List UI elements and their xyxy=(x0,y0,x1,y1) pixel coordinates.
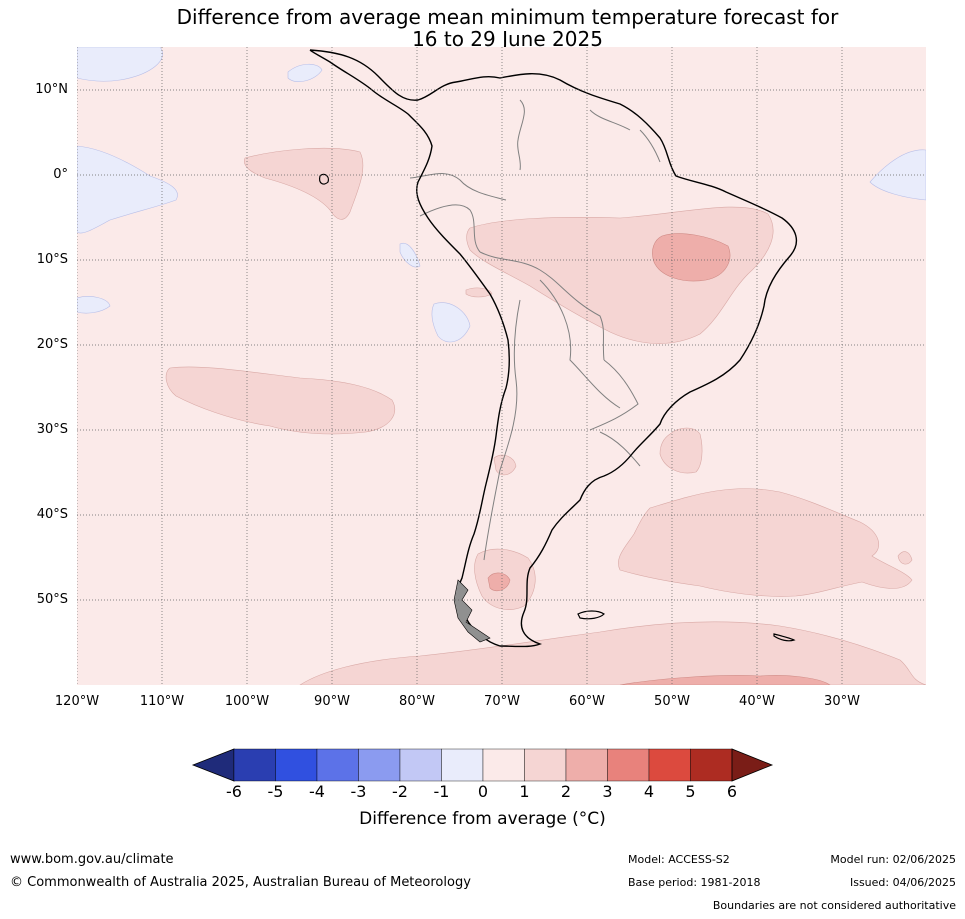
footer-model-run: Model run: 02/06/2025 xyxy=(830,853,956,866)
cool-anomaly-region-small-4 xyxy=(431,302,471,343)
lat-label-30s: 30°S xyxy=(36,422,68,437)
lon-label-70w: 70°W xyxy=(484,694,520,709)
falkland-islands xyxy=(577,610,605,620)
south-america-coastline xyxy=(309,49,798,648)
lat-label-40s: 40°S xyxy=(36,507,68,522)
footer-base-period: Base period: 1981-2018 xyxy=(628,876,761,889)
south-georgia-island xyxy=(773,633,796,642)
colorbar-tick: 5 xyxy=(685,782,696,801)
colorbar-tick: 3 xyxy=(602,782,613,801)
colorbar-swatch xyxy=(690,748,733,782)
galapagos-islands xyxy=(319,173,329,185)
colorbar-swatch xyxy=(607,748,650,782)
colorbar-swatches xyxy=(191,748,774,782)
colorbar-tick: 4 xyxy=(643,782,655,801)
warm-anomaly-core-patagonia xyxy=(487,572,511,592)
footer-website: www.bom.gov.au/climate xyxy=(10,852,174,867)
country-borders xyxy=(409,99,661,561)
cool-anomaly-region-small-2 xyxy=(77,296,111,314)
colorbar-swatch xyxy=(316,748,359,782)
warm-anomaly-region-small-5 xyxy=(897,551,913,565)
cool-anomaly-region-small-3 xyxy=(399,242,421,268)
warm-anomaly-region-small-6 xyxy=(465,287,493,298)
footer-copyright: © Commonwealth of Australia 2025, Austra… xyxy=(10,875,471,890)
lat-label-20s: 20°S xyxy=(36,337,68,352)
colorbar-swatch xyxy=(358,748,401,782)
colorbar-swatch xyxy=(565,748,608,782)
lon-label-120w: 120°W xyxy=(54,694,100,709)
lat-label-10n: 10°N xyxy=(35,82,68,97)
warm-anomaly-region-south-atlantic xyxy=(618,488,913,597)
colorbar-tick: -4 xyxy=(309,782,325,801)
chart-title-line-2: 16 to 29 June 2025 xyxy=(412,27,603,51)
cool-anomaly-region-small-1 xyxy=(287,63,323,82)
lon-label-60w: 60°W xyxy=(569,694,605,709)
warm-anomaly-core-southern-ocean xyxy=(619,675,831,685)
lat-label-0: 0° xyxy=(53,167,68,182)
colorbar-swatch xyxy=(233,748,276,782)
colorbar-tick: 6 xyxy=(726,782,738,801)
colorbar-swatch xyxy=(524,748,567,782)
colorbar-tick: -3 xyxy=(350,782,367,801)
cool-anomaly-region-east xyxy=(869,149,926,201)
longitude-gridlines xyxy=(77,47,843,685)
lon-label-90w: 90°W xyxy=(314,694,350,709)
chile-fjords xyxy=(453,579,491,643)
colorbar-tick: -5 xyxy=(267,782,284,801)
chart-title-line-1: Difference from average mean minimum tem… xyxy=(176,5,839,29)
lon-label-80w: 80°W xyxy=(399,694,435,709)
lat-label-10s: 10°S xyxy=(36,252,68,267)
colorbar-tick: 1 xyxy=(519,782,530,801)
warm-anomaly-region-south-atlantic-small xyxy=(659,427,703,474)
lon-label-50w: 50°W xyxy=(654,694,690,709)
footer-disclaimer: Boundaries are not considered authoritat… xyxy=(712,899,956,912)
warm-anomaly-region-southern-ocean xyxy=(299,621,926,685)
lon-label-30w: 30°W xyxy=(824,694,860,709)
lon-label-100w: 100°W xyxy=(224,694,270,709)
colorbar-extend-high xyxy=(731,748,774,782)
colorbar-swatch xyxy=(482,748,525,782)
colorbar-tick: -6 xyxy=(226,782,242,801)
colorbar-label: Difference from average (°C) xyxy=(359,809,606,829)
footer-model: Model: ACCESS-S2 xyxy=(628,853,730,866)
colorbar-tick: -1 xyxy=(433,782,450,801)
colorbar-swatch xyxy=(648,748,691,782)
colorbar-swatch xyxy=(275,748,318,782)
cool-anomaly-region-west xyxy=(77,145,178,234)
warm-anomaly-region-south-pacific xyxy=(165,366,395,435)
warm-anomaly-region-pacific-equator xyxy=(244,147,364,220)
colorbar xyxy=(191,748,774,782)
lon-label-110w: 110°W xyxy=(139,694,185,709)
colorbar-tick: -2 xyxy=(392,782,408,801)
latitude-gridlines xyxy=(77,89,926,601)
colorbar-swatch xyxy=(399,748,442,782)
colorbar-swatch xyxy=(441,748,484,782)
colorbar-tick: 0 xyxy=(477,782,489,801)
forecast-map xyxy=(77,47,926,685)
lat-label-50s: 50°S xyxy=(36,592,68,607)
colorbar-extend-low xyxy=(191,748,235,782)
colorbar-tick: 2 xyxy=(560,782,572,801)
lon-label-40w: 40°W xyxy=(739,694,775,709)
cool-anomaly-region-nw xyxy=(77,47,163,82)
footer-issued: Issued: 04/06/2025 xyxy=(849,876,956,889)
